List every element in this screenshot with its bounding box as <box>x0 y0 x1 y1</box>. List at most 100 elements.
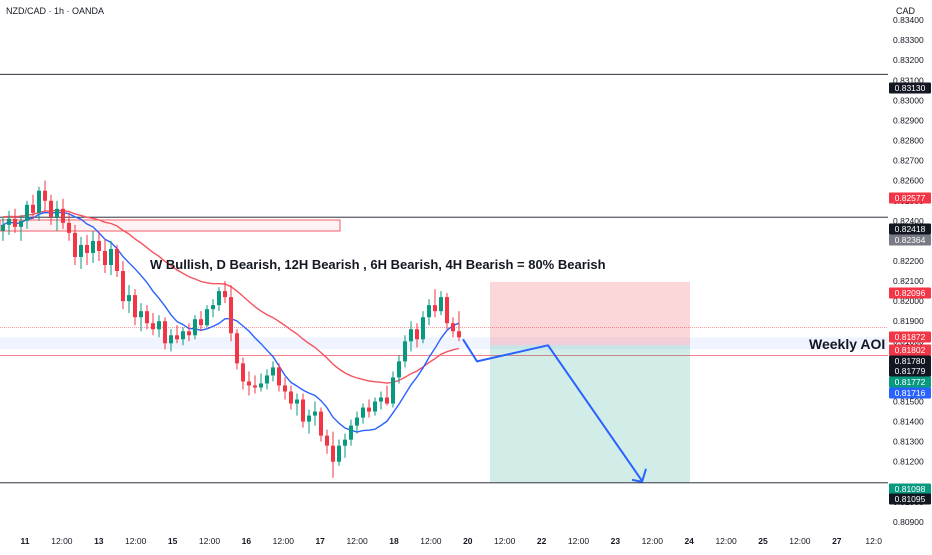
price-label-bg <box>889 223 931 235</box>
x-tick-label: 12:00 <box>346 536 368 546</box>
candle <box>439 291 443 316</box>
candle <box>361 403 365 424</box>
candle <box>181 327 185 346</box>
x-tick-label: 12:00 <box>273 536 295 546</box>
candle <box>391 371 395 408</box>
candle <box>259 373 263 392</box>
candle <box>373 397 377 416</box>
candle-body <box>283 385 287 392</box>
candle <box>37 186 41 221</box>
candle-body <box>313 411 317 416</box>
candle <box>331 431 335 478</box>
candles-layer <box>1 180 461 478</box>
price-label: 0.82577 <box>889 192 931 204</box>
price-label: 0.81779 <box>889 365 931 377</box>
candle <box>409 321 413 352</box>
candle-body <box>457 331 461 338</box>
candle-body <box>373 401 377 412</box>
bias-annotation: W Bullish, D Bearish, 12H Bearish , 6H B… <box>150 257 606 272</box>
candle <box>445 293 449 330</box>
y-tick-label: 0.82200 <box>893 256 924 266</box>
candle-body <box>193 319 197 336</box>
candle-body <box>91 240 95 253</box>
y-tick-label: 0.81200 <box>893 457 924 467</box>
candle <box>187 323 191 342</box>
candle-body <box>169 335 173 344</box>
x-tick-label: 12:00 <box>51 536 73 546</box>
candle <box>169 329 173 352</box>
x-tick-label: 16 <box>242 536 252 546</box>
candle-body <box>253 385 257 388</box>
candle-body <box>37 190 41 213</box>
candle <box>277 363 281 392</box>
candle <box>133 289 137 326</box>
candle <box>367 399 371 418</box>
candle-body <box>19 220 23 227</box>
candle <box>421 311 425 344</box>
candle <box>265 369 269 390</box>
candle <box>13 208 17 233</box>
candle <box>289 385 293 410</box>
candle-body <box>145 311 149 324</box>
price-label-text: 0.82577 <box>895 193 926 203</box>
price-label: 0.81872 <box>889 331 931 343</box>
candle-body <box>355 417 359 426</box>
candle <box>121 260 125 310</box>
y-tick-label: 0.83000 <box>893 95 924 105</box>
currency-label: CAD <box>896 6 916 16</box>
candle <box>175 325 179 344</box>
candle-body <box>61 208 65 223</box>
y-tick-label: 0.82900 <box>893 115 924 125</box>
candle <box>229 285 233 342</box>
candle <box>253 375 257 394</box>
y-tick-label: 0.81400 <box>893 417 924 427</box>
x-tick-label: 12:00 <box>789 536 811 546</box>
x-tick-label: 12:00 <box>125 536 147 546</box>
x-tick-label: 12:00 <box>715 536 737 546</box>
candle <box>55 200 59 231</box>
price-label: 0.81095 <box>889 493 931 505</box>
y-tick-label: 0.81300 <box>893 437 924 447</box>
price-label: 0.81098 <box>889 483 931 495</box>
price-label-bg <box>889 355 931 367</box>
price-label-bg <box>889 287 931 299</box>
price-label-text: 0.83130 <box>895 83 926 93</box>
candle-body <box>385 397 389 404</box>
price-label: 0.83130 <box>889 82 931 94</box>
stop-loss-zone <box>490 281 690 346</box>
price-label-bg <box>889 82 931 94</box>
candle <box>313 401 317 426</box>
candle-body <box>277 367 281 386</box>
x-tick-label: 12:00 <box>199 536 221 546</box>
price-label: 0.82418 <box>889 223 931 235</box>
candle <box>163 317 167 350</box>
candle-body <box>421 317 425 340</box>
price-label: 0.81716 <box>889 387 931 399</box>
y-tick-label: 0.81900 <box>893 316 924 326</box>
price-label-text: 0.81780 <box>895 356 926 366</box>
x-tick-label: 12:00 <box>642 536 664 546</box>
candle-body <box>367 407 371 412</box>
symbol-title: NZD/CAD · 1h · OANDA <box>6 6 104 16</box>
candle-body <box>247 381 251 386</box>
candle-body <box>445 297 449 324</box>
candle-body <box>133 295 137 318</box>
price-label: 0.81780 <box>889 355 931 367</box>
candle <box>157 315 161 338</box>
candle <box>403 335 407 368</box>
candle <box>85 234 89 266</box>
candle-body <box>343 439 347 446</box>
candle <box>241 357 245 390</box>
price-label-text: 0.82418 <box>895 224 926 234</box>
candle-body <box>409 329 413 342</box>
x-tick-label: 23 <box>611 536 621 546</box>
candle-body <box>433 305 437 312</box>
candle-body <box>361 407 365 418</box>
candle <box>325 429 329 454</box>
candle-body <box>103 250 107 266</box>
price-label: 0.81772 <box>889 376 931 388</box>
price-label: 0.81802 <box>889 344 931 356</box>
time-axis[interactable]: 11 12:00 13 12:00 15 12:00 16 12:00 17 12:00 18 12:… <box>21 536 883 546</box>
